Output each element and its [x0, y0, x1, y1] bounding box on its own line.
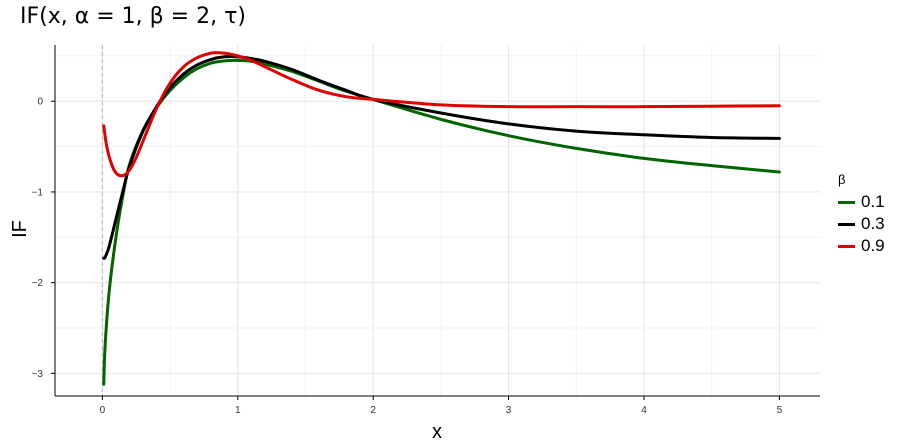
legend-key: [838, 200, 855, 204]
x-axis-label: x: [432, 421, 442, 443]
legend-key: [838, 222, 855, 226]
chart-title: IF(x, α = 1, β = 2, τ): [20, 4, 246, 29]
x-tick-label: 3: [506, 405, 512, 416]
legend-item: 0.3: [838, 213, 885, 235]
x-tick-label: 4: [641, 405, 647, 416]
y-tick-label: 0: [37, 97, 43, 108]
x-tick-label: 1: [235, 405, 241, 416]
x-tick-label: 0: [100, 405, 106, 416]
series-line-0.1: [102, 58, 781, 386]
legend-item: 0.9: [838, 235, 885, 257]
y-tick-label: −1: [32, 187, 44, 198]
y-tick-label: −2: [32, 278, 44, 289]
legend-label: 0.1: [861, 192, 885, 211]
series-line-0.9: [102, 51, 781, 178]
x-tick-label: 2: [370, 405, 376, 416]
legend-label: 0.9: [861, 236, 885, 255]
axes: 0 1 2 3 4 5 −3 −2 −1 0: [32, 45, 820, 416]
y-tick-label: −3: [32, 369, 44, 380]
legend: β 0.1 0.3 0.9: [838, 172, 885, 257]
grid: [55, 45, 820, 396]
legend-title: β: [838, 172, 846, 187]
legend-label: 0.3: [861, 214, 885, 233]
series-layer: [102, 51, 781, 386]
x-tick-label: 5: [777, 405, 783, 416]
legend-items: 0.1 0.3 0.9: [838, 191, 885, 257]
legend-key: [838, 244, 855, 248]
legend-item: 0.1: [838, 191, 885, 213]
y-axis-label: IF: [9, 220, 31, 238]
series-line-0.3: [102, 55, 781, 260]
